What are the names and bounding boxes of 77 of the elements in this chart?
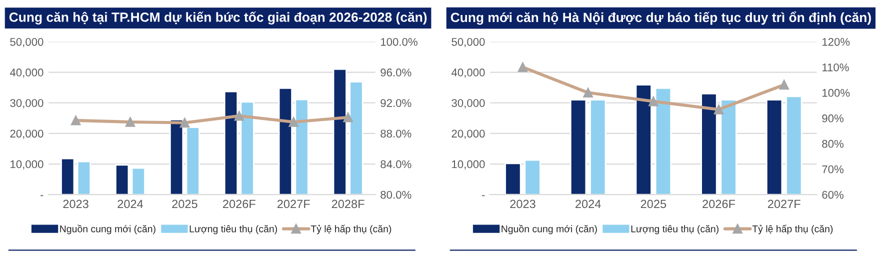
- y2-tick-label: 60%: [822, 190, 844, 199]
- bar: [590, 99, 606, 195]
- x-tick-label: 2025: [172, 200, 198, 208]
- y2-tick-label: 92.0%: [380, 99, 412, 107]
- bar: [240, 101, 254, 195]
- bar: [169, 118, 184, 195]
- point: [288, 117, 298, 127]
- point: [518, 62, 528, 72]
- bar: [224, 90, 238, 195]
- x-tick-label: 2026F: [223, 200, 256, 208]
- bar: [332, 68, 347, 195]
- y-tick-label: 40,000: [451, 68, 485, 78]
- y-tick-label: 50,000: [452, 38, 485, 48]
- x-tick-label: 2028F: [332, 200, 364, 208]
- y2-tick-label: 80%: [822, 140, 844, 148]
- bar: [60, 158, 75, 195]
- point: [180, 118, 190, 128]
- point: [125, 117, 136, 127]
- legend-label: Tỷ lệ hấp thụ (căn): [310, 224, 392, 234]
- bar: [278, 87, 292, 195]
- y-tick-label: -: [40, 195, 44, 196]
- bar: [349, 81, 364, 195]
- y-tick-label: 30,000: [10, 99, 44, 108]
- bar: [76, 160, 92, 195]
- point: [714, 104, 724, 114]
- y2-tick-label: 100%: [822, 88, 850, 97]
- y2-tick-label: 84.0%: [380, 160, 412, 168]
- y2-tick-label: 80.0%: [380, 190, 412, 199]
- y2-tick-label: 120%: [822, 38, 850, 46]
- bar: [700, 92, 718, 195]
- y-tick-label: 40,000: [10, 68, 44, 78]
- bar: [766, 99, 783, 195]
- y-tick-label: 10,000: [10, 160, 44, 170]
- y-tick-label: 50,000: [10, 38, 44, 48]
- x-tick-label: 2027F: [277, 200, 310, 208]
- x-tick-label: 2024: [576, 200, 601, 208]
- bar: [786, 96, 802, 195]
- x-tick-label: 2023: [63, 200, 88, 208]
- y2-tick-label: 88.0%: [380, 130, 412, 138]
- y2-tick-label: 96.0%: [380, 68, 412, 76]
- x-tick-label: 2026F: [702, 200, 736, 208]
- bar: [524, 159, 541, 195]
- y-tick-label: 20,000: [452, 130, 485, 139]
- x-tick-label: 2023: [510, 200, 536, 208]
- point: [234, 110, 244, 121]
- legend-label: Tỷ lệ hấp thụ (căn): [752, 224, 833, 234]
- chart-title: Cung căn hộ tại TP.HCM dự kiến bức tốc giai đoạn 2026-2028 (căn): [9, 12, 427, 25]
- legend-label: Nguồn cung mới (căn): [502, 224, 597, 234]
- bar: [504, 162, 522, 195]
- point: [779, 80, 789, 90]
- x-tick-label: 2025: [640, 200, 666, 208]
- bar: [131, 167, 146, 195]
- y2-tick-label: 110%: [822, 63, 849, 72]
- bar: [635, 84, 652, 195]
- bar: [570, 99, 587, 195]
- point: [70, 116, 81, 126]
- point: [583, 88, 593, 98]
- x-tick-label: 2024: [118, 200, 144, 208]
- bar: [720, 99, 737, 195]
- point: [343, 112, 353, 122]
- y2-tick-label: 100.0%: [380, 38, 418, 46]
- bar: [654, 87, 672, 195]
- bar: [115, 164, 130, 195]
- y-tick-label: 20,000: [10, 130, 44, 139]
- bar: [294, 98, 309, 195]
- legend-label: Lượng tiêu thụ (căn): [190, 225, 277, 234]
- chart-title: Cung mới căn hộ Hà Nội được dự báo tiếp tục duy trì ổn định (căn): [450, 11, 871, 25]
- point: [648, 96, 658, 106]
- bar: [186, 126, 200, 195]
- y2-tick-label: 90%: [822, 114, 844, 122]
- y-tick-label: 30,000: [452, 99, 485, 108]
- legend-label: Nguồn cung mới (căn): [60, 224, 156, 234]
- legend-label: Lượng tiêu thụ (căn): [631, 225, 718, 234]
- y-tick-label: -: [482, 195, 485, 196]
- y-tick-label: 10,000: [452, 160, 485, 170]
- x-tick-label: 2027F: [768, 200, 800, 208]
- y2-tick-label: 70%: [822, 165, 844, 174]
